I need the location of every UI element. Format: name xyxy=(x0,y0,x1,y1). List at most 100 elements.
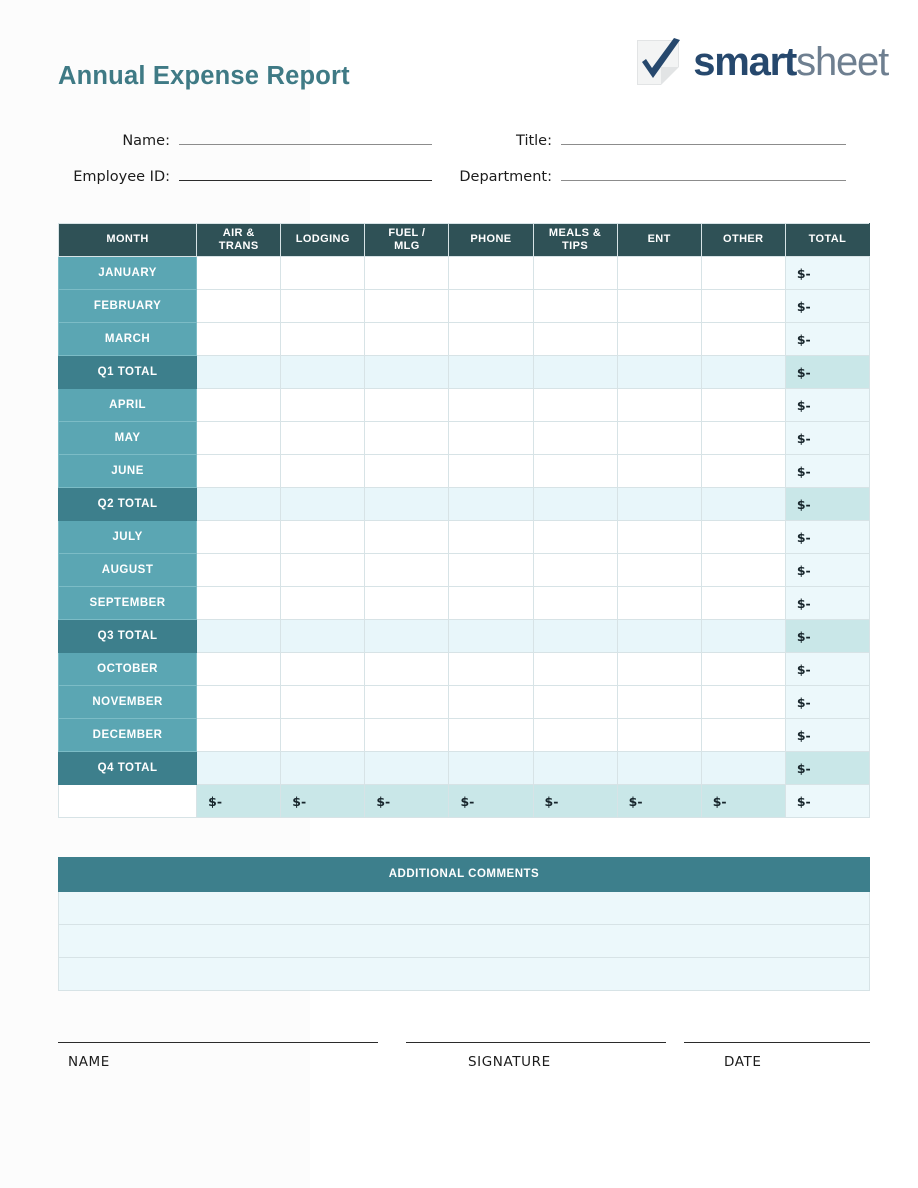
signature-line[interactable] xyxy=(406,1042,666,1043)
name-input[interactable] xyxy=(179,130,432,145)
expense-input-cell[interactable] xyxy=(280,652,366,686)
expense-input-cell[interactable] xyxy=(616,751,702,785)
expense-input-cell[interactable] xyxy=(532,718,618,752)
expense-input-cell[interactable] xyxy=(280,355,366,389)
expense-input-cell[interactable] xyxy=(280,388,366,422)
expense-input-cell[interactable] xyxy=(616,388,702,422)
expense-input-cell[interactable] xyxy=(280,520,366,554)
expense-input-cell[interactable] xyxy=(532,619,618,653)
expense-input-cell[interactable] xyxy=(448,454,534,488)
expense-input-cell[interactable] xyxy=(448,586,534,620)
expense-input-cell[interactable] xyxy=(448,421,534,455)
expense-input-cell[interactable] xyxy=(364,256,450,290)
expense-input-cell[interactable] xyxy=(448,685,534,719)
expense-input-cell[interactable] xyxy=(280,454,366,488)
department-input[interactable] xyxy=(561,166,846,181)
expense-input-cell[interactable] xyxy=(448,487,534,521)
expense-input-cell[interactable] xyxy=(448,652,534,686)
expense-input-cell[interactable] xyxy=(616,421,702,455)
expense-input-cell[interactable] xyxy=(196,619,282,653)
expense-input-cell[interactable] xyxy=(616,586,702,620)
expense-input-cell[interactable] xyxy=(616,454,702,488)
expense-input-cell[interactable] xyxy=(616,718,702,752)
expense-input-cell[interactable] xyxy=(280,487,366,521)
expense-input-cell[interactable] xyxy=(364,421,450,455)
expense-input-cell[interactable] xyxy=(700,751,786,785)
expense-input-cell[interactable] xyxy=(364,619,450,653)
expense-input-cell[interactable] xyxy=(364,553,450,587)
expense-input-cell[interactable] xyxy=(196,322,282,356)
expense-input-cell[interactable] xyxy=(448,718,534,752)
expense-input-cell[interactable] xyxy=(616,553,702,587)
expense-input-cell[interactable] xyxy=(196,388,282,422)
expense-input-cell[interactable] xyxy=(616,487,702,521)
expense-input-cell[interactable] xyxy=(196,652,282,686)
expense-input-cell[interactable] xyxy=(364,322,450,356)
expense-input-cell[interactable] xyxy=(700,718,786,752)
expense-input-cell[interactable] xyxy=(532,355,618,389)
expense-input-cell[interactable] xyxy=(532,322,618,356)
expense-input-cell[interactable] xyxy=(700,487,786,521)
expense-input-cell[interactable] xyxy=(616,322,702,356)
expense-input-cell[interactable] xyxy=(532,454,618,488)
expense-input-cell[interactable] xyxy=(280,421,366,455)
expense-input-cell[interactable] xyxy=(448,520,534,554)
expense-input-cell[interactable] xyxy=(616,520,702,554)
expense-input-cell[interactable] xyxy=(280,718,366,752)
expense-input-cell[interactable] xyxy=(616,619,702,653)
expense-input-cell[interactable] xyxy=(196,685,282,719)
expense-input-cell[interactable] xyxy=(700,421,786,455)
comment-input-line[interactable] xyxy=(58,891,870,925)
expense-input-cell[interactable] xyxy=(196,355,282,389)
expense-input-cell[interactable] xyxy=(616,355,702,389)
expense-input-cell[interactable] xyxy=(280,553,366,587)
expense-input-cell[interactable] xyxy=(616,652,702,686)
expense-input-cell[interactable] xyxy=(196,454,282,488)
expense-input-cell[interactable] xyxy=(196,586,282,620)
expense-input-cell[interactable] xyxy=(616,289,702,323)
date-signature-line[interactable] xyxy=(684,1042,870,1043)
expense-input-cell[interactable] xyxy=(448,619,534,653)
expense-input-cell[interactable] xyxy=(532,487,618,521)
expense-input-cell[interactable] xyxy=(364,751,450,785)
expense-input-cell[interactable] xyxy=(532,388,618,422)
expense-input-cell[interactable] xyxy=(532,256,618,290)
expense-input-cell[interactable] xyxy=(700,520,786,554)
expense-input-cell[interactable] xyxy=(700,553,786,587)
expense-input-cell[interactable] xyxy=(700,289,786,323)
expense-input-cell[interactable] xyxy=(700,256,786,290)
expense-input-cell[interactable] xyxy=(700,388,786,422)
expense-input-cell[interactable] xyxy=(280,586,366,620)
expense-input-cell[interactable] xyxy=(280,289,366,323)
comment-input-line[interactable] xyxy=(58,924,870,958)
expense-input-cell[interactable] xyxy=(364,718,450,752)
expense-input-cell[interactable] xyxy=(532,289,618,323)
expense-input-cell[interactable] xyxy=(196,487,282,521)
expense-input-cell[interactable] xyxy=(532,586,618,620)
expense-input-cell[interactable] xyxy=(196,256,282,290)
expense-input-cell[interactable] xyxy=(700,586,786,620)
comment-input-line[interactable] xyxy=(58,957,870,991)
name-signature-line[interactable] xyxy=(58,1042,378,1043)
expense-input-cell[interactable] xyxy=(364,586,450,620)
expense-input-cell[interactable] xyxy=(700,322,786,356)
expense-input-cell[interactable] xyxy=(364,685,450,719)
expense-input-cell[interactable] xyxy=(700,685,786,719)
expense-input-cell[interactable] xyxy=(280,751,366,785)
expense-input-cell[interactable] xyxy=(532,652,618,686)
expense-input-cell[interactable] xyxy=(616,685,702,719)
title-input[interactable] xyxy=(561,130,846,145)
expense-input-cell[interactable] xyxy=(364,388,450,422)
expense-input-cell[interactable] xyxy=(448,553,534,587)
expense-input-cell[interactable] xyxy=(280,322,366,356)
expense-input-cell[interactable] xyxy=(364,487,450,521)
employee-id-input[interactable] xyxy=(179,166,432,181)
expense-input-cell[interactable] xyxy=(364,289,450,323)
expense-input-cell[interactable] xyxy=(448,355,534,389)
expense-input-cell[interactable] xyxy=(448,388,534,422)
expense-input-cell[interactable] xyxy=(448,751,534,785)
expense-input-cell[interactable] xyxy=(700,619,786,653)
expense-input-cell[interactable] xyxy=(448,289,534,323)
expense-input-cell[interactable] xyxy=(196,718,282,752)
expense-input-cell[interactable] xyxy=(700,454,786,488)
